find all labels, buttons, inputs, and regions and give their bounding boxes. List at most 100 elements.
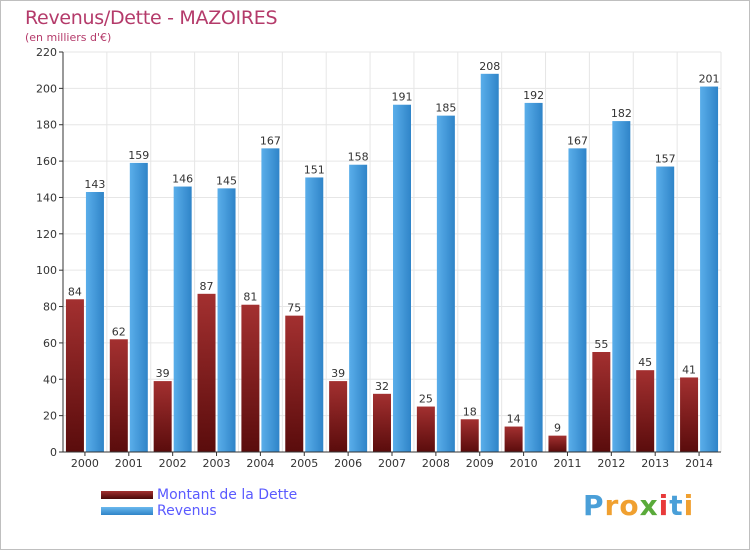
y-tick-label: 140 [36,191,57,204]
data-label-revenus: 201 [699,73,720,86]
logo-letter: o [619,489,640,522]
bar-revenus [129,162,148,452]
bar-dette [504,426,523,452]
x-tick-label: 2006 [334,457,362,470]
data-label-dette: 18 [463,405,477,418]
data-label-revenus: 208 [479,60,500,73]
bar-revenus [173,186,192,452]
bar-dette [285,315,304,452]
bar-revenus [524,102,543,452]
logo-letter: i [683,489,695,522]
y-tick-label: 60 [43,337,57,350]
data-label-dette: 39 [156,367,170,380]
legend-swatch-revenus [101,507,153,515]
x-tick-label: 2010 [510,457,538,470]
data-label-revenus: 151 [304,163,325,176]
data-label-dette: 9 [554,422,561,435]
y-tick-label: 200 [36,82,57,95]
data-label-revenus: 191 [392,91,413,104]
data-label-revenus: 167 [260,134,281,147]
legend-label-revenus: Revenus [157,503,217,519]
proxiti-logo: Proxiti [583,489,694,522]
chart-subtitle: (en milliers d'€) [25,31,112,44]
legend-label-dette: Montant de la Dette [157,487,298,503]
data-label-dette: 25 [419,393,433,406]
y-tick-label: 220 [36,46,57,59]
x-tick-label: 2004 [246,457,274,470]
bar-dette [460,419,479,452]
data-label-revenus: 146 [172,173,193,186]
data-label-revenus: 192 [523,89,544,102]
x-tick-label: 2007 [378,457,406,470]
logo-letter: x [639,489,659,522]
bar-revenus [305,177,324,453]
x-tick-label: 2002 [159,457,187,470]
x-tick-label: 2005 [290,457,318,470]
y-tick-label: 80 [43,301,57,314]
y-tick-label: 20 [43,410,57,423]
data-label-revenus: 185 [435,102,456,115]
bar-revenus [612,121,631,452]
bar-revenus [700,86,719,452]
bar-revenus [656,166,675,452]
bar-revenus [480,73,499,453]
data-label-revenus: 157 [655,153,676,166]
data-label-dette: 75 [287,302,301,315]
bar-dette [241,304,260,452]
bar-dette [329,381,348,452]
bar-revenus [393,104,411,453]
bar-dette [636,370,655,452]
x-tick-label: 2013 [641,457,669,470]
bar-revenus [261,148,280,452]
bar-dette [548,435,567,452]
x-tick-label: 2009 [466,457,494,470]
bar-dette [197,293,216,452]
logo-letter: t [669,489,684,522]
bar-revenus [349,164,368,452]
x-tick-label: 2000 [71,457,99,470]
data-label-revenus: 158 [348,151,369,164]
y-tick-label: 160 [36,155,57,168]
legend-swatch-dette [101,491,153,499]
data-label-dette: 41 [682,363,696,376]
data-label-dette: 14 [507,413,521,426]
data-label-dette: 45 [638,356,652,369]
bar-dette [153,381,172,452]
data-label-revenus: 145 [216,174,237,187]
x-tick-label: 2001 [115,457,143,470]
data-label-revenus: 167 [567,134,588,147]
bar-revenus [217,188,236,452]
data-label-revenus: 143 [84,178,105,191]
x-tick-label: 2003 [203,457,231,470]
x-tick-label: 2014 [685,457,713,470]
chart-title: Revenus/Dette - MAZOIRES [25,7,278,29]
data-label-dette: 84 [68,285,82,298]
logo-letter: P [583,489,605,522]
logo-letter: r [604,489,620,522]
bar-revenus [85,192,104,452]
data-label-dette: 81 [243,291,257,304]
logo-letter: i [658,489,670,522]
bar-dette [65,299,84,452]
data-label-dette: 62 [112,325,126,338]
bar-dette [680,377,699,452]
data-label-dette: 55 [594,338,608,351]
y-tick-label: 40 [43,373,57,386]
y-tick-label: 180 [36,119,57,132]
data-label-dette: 87 [200,280,214,293]
y-tick-label: 0 [50,446,57,459]
y-tick-label: 100 [36,264,57,277]
data-label-dette: 39 [331,367,345,380]
x-tick-label: 2012 [597,457,625,470]
x-tick-label: 2008 [422,457,450,470]
bar-revenus [568,148,587,452]
bar-revenus [436,115,455,453]
bar-dette [592,352,611,452]
bar-dette [373,393,391,452]
y-tick-label: 120 [36,228,57,241]
data-label-revenus: 159 [128,149,149,162]
data-label-dette: 32 [375,380,389,393]
x-tick-label: 2011 [553,457,581,470]
